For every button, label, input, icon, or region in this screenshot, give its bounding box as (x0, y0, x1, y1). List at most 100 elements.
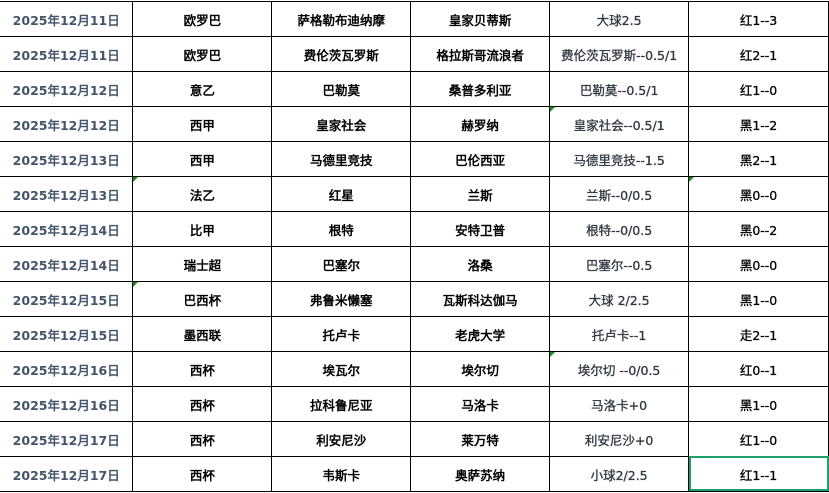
comment-marker-icon (550, 107, 556, 112)
handicap-cell[interactable]: 皇家社会--0.5/1 (549, 106, 690, 142)
date-cell[interactable]: 2025年12月16日 (0, 386, 134, 422)
league-cell[interactable]: 西甲 (132, 141, 273, 177)
result-cell[interactable]: 黑2--1 (688, 141, 829, 177)
result-cell[interactable]: 黑0--2 (688, 211, 829, 247)
league-cell[interactable]: 西杯 (132, 456, 273, 492)
table-row: 2025年12月11日 欧罗巴 费伦茨瓦罗斯 格拉斯哥流浪者 费伦茨瓦罗斯--0.5/1… (0, 36, 829, 72)
handicap-cell[interactable]: 费伦茨瓦罗斯--0.5/1 (549, 36, 690, 72)
league-cell[interactable]: 西杯 (132, 351, 273, 387)
table-row: 2025年12月14日 比甲 根特 安特卫普 根特--0/0.5 黑0--2 (0, 211, 829, 247)
result-cell[interactable]: 红2--1 (688, 36, 829, 72)
result-cell[interactable]: 黑1--0 (688, 386, 829, 422)
home-team-cell[interactable]: 埃瓦尔 (271, 351, 412, 387)
date-cell[interactable]: 2025年12月17日 (0, 421, 134, 457)
league-cell[interactable]: 西杯 (132, 421, 273, 457)
comment-marker-icon (689, 177, 695, 182)
league-cell[interactable]: 比甲 (132, 211, 273, 247)
result-cell[interactable]: 红1--0 (688, 71, 829, 107)
handicap-cell[interactable]: 马德里竞技--1.5 (549, 141, 690, 177)
result-cell[interactable]: 红1--3 (688, 1, 829, 37)
result-cell[interactable]: 红1--0 (688, 421, 829, 457)
table-row: 2025年12月15日 巴西杯 弗鲁米懒塞 瓦斯科达伽马 大球 2/2.5 黑1--0 (0, 281, 829, 317)
league-cell[interactable]: 欧罗巴 (132, 36, 273, 72)
home-team-cell[interactable]: 费伦茨瓦罗斯 (271, 36, 412, 72)
league-cell[interactable]: 法乙 (132, 176, 273, 212)
date-cell[interactable]: 2025年12月15日 (0, 281, 134, 317)
date-cell[interactable]: 2025年12月17日 (0, 456, 134, 492)
handicap-cell[interactable]: 根特--0/0.5 (549, 211, 690, 247)
league-cell[interactable]: 巴西杯 (132, 281, 273, 317)
home-team-cell[interactable]: 根特 (271, 211, 412, 247)
result-cell[interactable]: 红1--1 (688, 456, 829, 492)
away-team-cell[interactable]: 巴伦西亚 (410, 141, 551, 177)
away-team-cell[interactable]: 桑普多利亚 (410, 71, 551, 107)
league-cell[interactable]: 瑞士超 (132, 246, 273, 282)
handicap-cell[interactable]: 利安尼沙+0 (549, 421, 690, 457)
away-team-cell[interactable]: 奥萨苏纳 (410, 456, 551, 492)
away-team-cell[interactable]: 瓦斯科达伽马 (410, 281, 551, 317)
result-cell[interactable]: 黑1--0 (688, 281, 829, 317)
table-row: 2025年12月15日 墨西联 托卢卡 老虎大学 托卢卡--1 走2--1 (0, 316, 829, 352)
away-team-cell[interactable]: 埃尔切 (410, 351, 551, 387)
home-team-cell[interactable]: 红星 (271, 176, 412, 212)
result-cell[interactable]: 黑1--2 (688, 106, 829, 142)
table-row: 2025年12月16日 西杯 拉科鲁尼亚 马洛卡 马洛卡+0 黑1--0 (0, 386, 829, 422)
table-row: 2025年12月13日 法乙 红星 兰斯 兰斯--0/0.5 黑0--0 (0, 176, 829, 212)
date-cell[interactable]: 2025年12月13日 (0, 141, 134, 177)
result-cell[interactable]: 走2--1 (688, 316, 829, 352)
home-team-cell[interactable]: 巴勒莫 (271, 71, 412, 107)
handicap-cell[interactable]: 埃尔切 --0/0.5 (549, 351, 690, 387)
date-cell[interactable]: 2025年12月16日 (0, 351, 134, 387)
date-cell[interactable]: 2025年12月14日 (0, 246, 134, 282)
date-cell[interactable]: 2025年12月11日 (0, 1, 134, 37)
handicap-cell[interactable]: 大球 2/2.5 (549, 281, 690, 317)
home-team-cell[interactable]: 巴塞尔 (271, 246, 412, 282)
home-team-cell[interactable]: 皇家社会 (271, 106, 412, 142)
league-cell[interactable]: 墨西联 (132, 316, 273, 352)
date-cell[interactable]: 2025年12月11日 (0, 36, 134, 72)
handicap-cell[interactable]: 巴勒莫--0.5/1 (549, 71, 690, 107)
league-cell[interactable]: 意乙 (132, 71, 273, 107)
handicap-cell[interactable]: 小球2/2.5 (549, 456, 690, 492)
handicap-cell[interactable]: 巴塞尔--0.5 (549, 246, 690, 282)
date-cell[interactable]: 2025年12月12日 (0, 71, 134, 107)
away-team-cell[interactable]: 马洛卡 (410, 386, 551, 422)
table-row: 2025年12月13日 西甲 马德里竞技 巴伦西亚 马德里竞技--1.5 黑2--1 (0, 141, 829, 177)
away-team-cell[interactable]: 兰斯 (410, 176, 551, 212)
table-row: 2025年12月16日 西杯 埃瓦尔 埃尔切 埃尔切 --0/0.5 红0--1 (0, 351, 829, 387)
away-team-cell[interactable]: 洛桑 (410, 246, 551, 282)
home-team-cell[interactable]: 弗鲁米懒塞 (271, 281, 412, 317)
comment-marker-icon (133, 282, 139, 287)
league-cell[interactable]: 欧罗巴 (132, 1, 273, 37)
date-cell[interactable]: 2025年12月13日 (0, 176, 134, 212)
date-cell[interactable]: 2025年12月14日 (0, 211, 134, 247)
away-team-cell[interactable]: 皇家贝蒂斯 (410, 1, 551, 37)
result-cell[interactable]: 黑0--0 (688, 176, 829, 212)
home-team-cell[interactable]: 拉科鲁尼亚 (271, 386, 412, 422)
result-cell[interactable]: 红0--1 (688, 351, 829, 387)
table-row: 2025年12月17日 西杯 利安尼沙 莱万特 利安尼沙+0 红1--0 (0, 421, 829, 457)
handicap-cell[interactable]: 兰斯--0/0.5 (549, 176, 690, 212)
home-team-cell[interactable]: 韦斯卡 (271, 456, 412, 492)
home-team-cell[interactable]: 萨格勒布迪纳摩 (271, 1, 412, 37)
away-team-cell[interactable]: 莱万特 (410, 421, 551, 457)
away-team-cell[interactable]: 格拉斯哥流浪者 (410, 36, 551, 72)
handicap-cell[interactable]: 托卢卡--1 (549, 316, 690, 352)
handicap-cell[interactable]: 马洛卡+0 (549, 386, 690, 422)
result-cell[interactable]: 黑0--0 (688, 246, 829, 282)
away-team-cell[interactable]: 安特卫普 (410, 211, 551, 247)
date-cell[interactable]: 2025年12月15日 (0, 316, 134, 352)
away-team-cell[interactable]: 老虎大学 (410, 316, 551, 352)
table-row: 2025年12月14日 瑞士超 巴塞尔 洛桑 巴塞尔--0.5 黑0--0 (0, 246, 829, 282)
league-cell[interactable]: 西甲 (132, 106, 273, 142)
league-cell[interactable]: 西杯 (132, 386, 273, 422)
date-cell[interactable]: 2025年12月12日 (0, 106, 134, 142)
table-row: 2025年12月17日 西杯 韦斯卡 奥萨苏纳 小球2/2.5 红1--1 (0, 456, 829, 492)
home-team-cell[interactable]: 利安尼沙 (271, 421, 412, 457)
away-team-cell[interactable]: 赫罗纳 (410, 106, 551, 142)
home-team-cell[interactable]: 马德里竞技 (271, 141, 412, 177)
home-team-cell[interactable]: 托卢卡 (271, 316, 412, 352)
handicap-cell[interactable]: 大球2.5 (549, 1, 690, 37)
table-row: 2025年12月12日 西甲 皇家社会 赫罗纳 皇家社会--0.5/1 黑1--2 (0, 106, 829, 142)
